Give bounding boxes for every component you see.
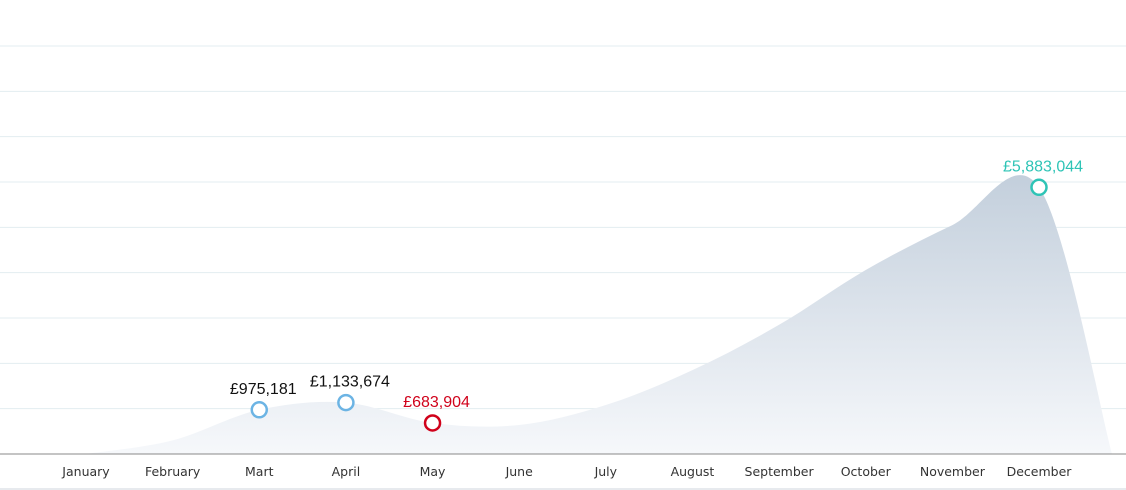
x-tick-label: December xyxy=(1007,464,1073,479)
point xyxy=(250,401,269,419)
point xyxy=(1030,178,1048,197)
value-label: £1,133,674 xyxy=(310,374,390,391)
x-tick-label: September xyxy=(745,464,815,479)
area xyxy=(86,175,1112,454)
value-label: £5,883,044 xyxy=(1003,158,1083,175)
x-tick-label: May xyxy=(420,464,446,479)
x-tick-label: August xyxy=(671,464,715,479)
x-tick-label: January xyxy=(61,464,110,479)
x-tick-label: July xyxy=(594,464,618,479)
x-tick-label: October xyxy=(841,464,892,479)
point xyxy=(337,393,355,412)
x-tick-label: Mart xyxy=(245,464,274,479)
x-tick-label: November xyxy=(920,464,986,479)
x-tick-label: February xyxy=(145,464,201,479)
point xyxy=(423,414,442,432)
value-label: £683,904 xyxy=(403,394,470,411)
x-tick-label: June xyxy=(505,464,534,479)
value-label: £975,181 xyxy=(230,381,297,398)
x-tick-label: April xyxy=(332,464,361,479)
